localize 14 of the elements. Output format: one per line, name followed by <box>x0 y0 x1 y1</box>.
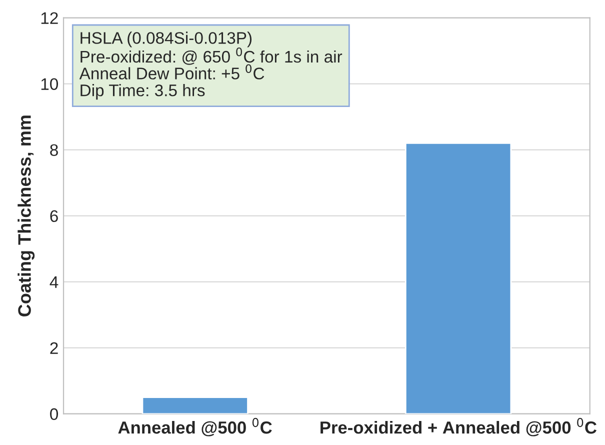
x-tick-label: Annealed @500 $^{0}$C <box>118 418 272 436</box>
y-tick-label: 0 <box>50 408 58 420</box>
x-tick-label: Pre-oxidized + Annealed @500 $^{0}$C <box>320 418 597 436</box>
y-axis-title: Coating Thickness, mm <box>18 116 35 316</box>
y-tick-label: 4 <box>50 276 58 288</box>
annotation: Pre-oxidized: @ 650 $^{0}$C for 1s in air <box>80 47 342 65</box>
annotation: Dip Time: 3.5 hrs <box>80 84 205 100</box>
annotation: Anneal Dew Point: +5 $^{0}$C <box>79 64 264 80</box>
y-tick-label: 2 <box>50 342 58 354</box>
y-tick-label: 8 <box>50 144 58 156</box>
y-tick-label: 6 <box>50 210 58 222</box>
annotation: HSLA (0.084Si-0.013P) <box>80 32 252 48</box>
y-tick-label: 10 <box>41 78 58 90</box>
y-tick-label: 12 <box>41 12 58 24</box>
